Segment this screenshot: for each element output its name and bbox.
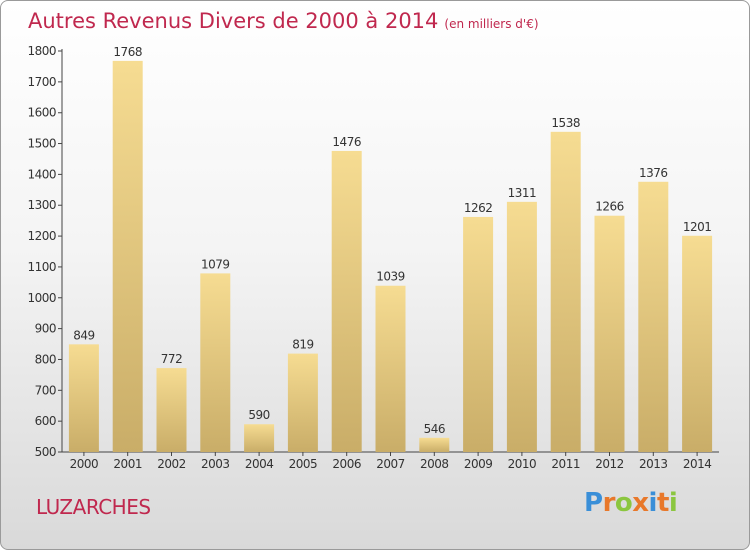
y-tick-label: 700 (35, 383, 56, 397)
x-tick-label: 2001 (113, 457, 142, 471)
bar (200, 273, 231, 452)
logo-letter: i (668, 488, 678, 518)
bar (331, 150, 362, 453)
bar (68, 344, 99, 452)
bar-value-label: 1039 (376, 270, 405, 284)
x-tick-label: 2005 (289, 457, 318, 471)
bar-value-label: 1538 (551, 116, 580, 130)
bar-value-label: 546 (424, 422, 445, 436)
bar (682, 235, 713, 452)
bar-value-label: 772 (161, 352, 182, 366)
x-tick-label: 2010 (508, 457, 537, 471)
bar-value-label: 1201 (683, 220, 712, 234)
chart-title: Autres Revenus Divers de 2000 à 2014 (en … (28, 9, 539, 33)
logo-letter: o (614, 488, 633, 518)
bar-value-label: 590 (248, 408, 269, 422)
x-tick-label: 2002 (157, 457, 186, 471)
y-tick-label: 600 (35, 414, 56, 428)
chart-subtitle: (en milliers d'€) (444, 17, 539, 31)
logo-letter: i (648, 488, 658, 518)
bar (287, 353, 318, 452)
bar-value-label: 1262 (464, 201, 493, 215)
bar (156, 368, 187, 452)
logo-letter: P (584, 488, 603, 518)
x-tick-label: 2009 (464, 457, 493, 471)
city-name: LUZARCHES (36, 495, 151, 519)
y-tick-label: 500 (35, 445, 56, 459)
x-tick-label: 2011 (551, 457, 580, 471)
y-tick-label: 1400 (27, 167, 56, 181)
bar-value-label: 849 (73, 328, 94, 342)
y-tick-label: 1200 (27, 229, 56, 243)
bar (112, 60, 143, 453)
y-tick-label: 1100 (27, 260, 56, 274)
logo-letter: r (602, 488, 616, 518)
bar (550, 131, 581, 452)
chart-axes: 500 600 700 800 900 1000 1100 1200 1300 1400 1500 1… (27, 44, 719, 459)
bar (506, 201, 537, 452)
bar-value-label: 1376 (639, 166, 668, 180)
proxiti-logo: Proxiti (584, 488, 678, 518)
bar-value-label: 1266 (595, 200, 624, 214)
bar-value-label: 1768 (113, 45, 142, 59)
y-tick-label: 1700 (27, 75, 56, 89)
y-tick-label: 800 (35, 352, 56, 366)
bar-value-label: 819 (292, 338, 313, 352)
bar-value-label: 1476 (332, 135, 361, 149)
chart-bars (68, 60, 713, 453)
x-tick-label: 2013 (639, 457, 668, 471)
x-tick-label: 2007 (376, 457, 405, 471)
bar-value-label: 1311 (508, 186, 537, 200)
bar (419, 437, 450, 452)
logo-letter: x (632, 488, 649, 518)
y-tick-label: 900 (35, 322, 56, 336)
bar (463, 216, 494, 452)
y-tick-label: 1500 (27, 137, 56, 151)
chart-title-text: Autres Revenus Divers de 2000 à 2014 (28, 9, 439, 33)
logo-letter: t (656, 488, 669, 518)
x-tick-label: 2006 (332, 457, 361, 471)
bar (244, 424, 275, 452)
x-tick-label: 2012 (595, 457, 624, 471)
y-tick-label: 1300 (27, 198, 56, 212)
x-tick-label: 2014 (683, 457, 712, 471)
bar-value-label: 1079 (201, 257, 230, 271)
chart-labels: 2000 849 2001 1768 2002 772 2003 1079 2004 590 200… (70, 45, 712, 471)
x-tick-label: 2004 (245, 457, 274, 471)
bar (638, 181, 669, 452)
y-tick-label: 1800 (27, 44, 56, 58)
bar (594, 215, 625, 452)
y-tick-label: 1000 (27, 291, 56, 305)
y-tick-label: 1600 (27, 106, 56, 120)
x-tick-label: 2008 (420, 457, 449, 471)
x-tick-label: 2003 (201, 457, 230, 471)
x-tick-label: 2000 (70, 457, 99, 471)
bar (375, 285, 406, 452)
